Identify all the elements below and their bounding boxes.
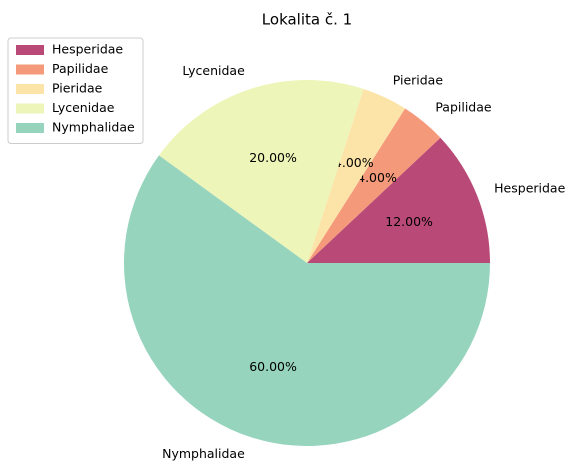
legend-label: Hesperidae [52,42,123,57]
legend-label: Pieridae [52,81,103,96]
slice-label: Hesperidae [494,180,565,195]
legend-label: Lycenidae [52,100,115,115]
legend-swatch [16,103,44,114]
slice-label: Nymphalidae [162,446,245,461]
slice-label: Papilidae [435,99,492,114]
value-label: 12.00% [385,214,433,229]
pie-slice [307,108,441,263]
slice-label: Pieridae [393,72,444,87]
pie-slice [307,88,406,263]
legend-swatch [16,123,44,133]
slice-label: Lycenidae [182,63,245,78]
pie-slice [307,137,490,263]
pie-slice [158,80,364,264]
legend-label: Nymphalidae [52,120,135,135]
legend-swatch [16,84,44,94]
legend-box [7,37,144,144]
legend: Hesperidae Papilidae Pieridae Lycenidae Nymp… [7,37,144,144]
value-label: 20.00% [249,150,297,165]
value-label: 4.00% [357,170,397,185]
chart-title: Lokalita č. 1 [262,11,352,29]
value-label: 4.00% [334,155,374,170]
value-label: 60.00% [249,359,297,374]
legend-swatch [16,45,44,55]
pie-slice [123,155,490,447]
legend-label: Papilidae [52,61,109,76]
legend-swatch [16,64,44,75]
